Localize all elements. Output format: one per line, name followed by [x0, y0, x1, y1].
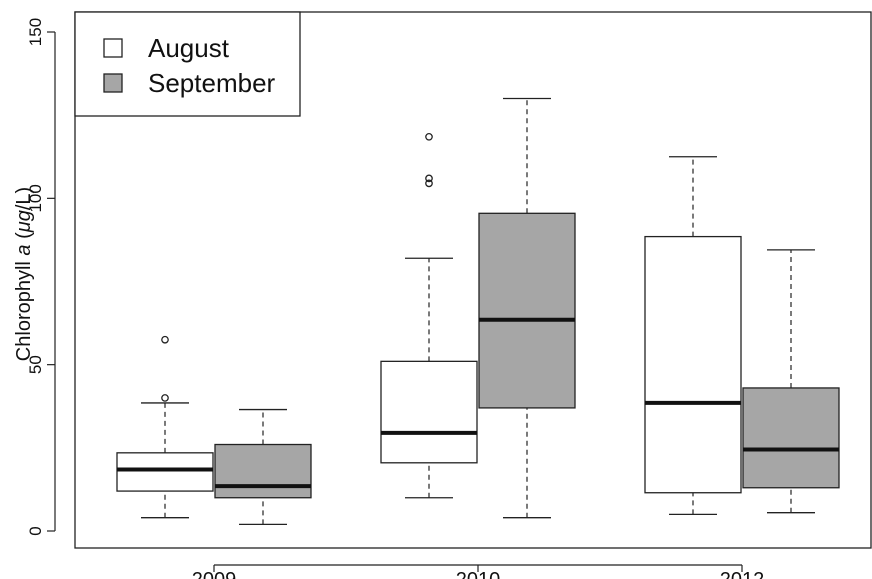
box-august-2012: [644, 235, 742, 494]
legend-swatch-august: [103, 38, 123, 58]
box-august-2009: [116, 452, 214, 492]
axis-layer: 0 50 100 150 2009 2010 2012: [26, 18, 764, 579]
legend-label-august: August: [148, 33, 230, 63]
box-group-september-2010: [478, 97, 576, 519]
box-september-2009: [214, 443, 312, 499]
box-group-september-2012: [742, 249, 840, 514]
outlier-august-2010-1: [425, 174, 433, 183]
y-axis-title-unit-rest: /L): [13, 187, 35, 210]
box-group-august-2012: [644, 156, 742, 516]
box-september-2012: [742, 387, 840, 489]
y-axis-title: Chlorophyll a (μg/L): [13, 187, 35, 361]
y-axis-title-italic-a: a: [13, 244, 35, 255]
box-august-2010: [380, 360, 478, 464]
y-tick-label-50: 50: [26, 355, 45, 374]
box-group-september-2009: [214, 408, 312, 525]
y-axis-title-unit-open: (: [13, 232, 35, 245]
x-tick-label-2010: 2010: [456, 569, 501, 579]
x-tick-label-2009: 2009: [192, 569, 237, 579]
x-tick-label-2012: 2012: [720, 569, 765, 579]
y-tick-label-150: 150: [26, 18, 45, 46]
box-group-august-2009: [116, 335, 214, 519]
y-tick-label-100: 100: [26, 184, 45, 212]
legend-box: [74, 11, 301, 117]
y-axis-title-unit-italic: μg: [13, 210, 35, 233]
outlier-august-2009-1: [161, 335, 169, 344]
y-axis-title-prefix: Chlorophyll: [13, 256, 35, 362]
box-september-2010: [478, 212, 576, 409]
outlier-august-2010-2: [425, 132, 433, 141]
legend-label-september: September: [148, 68, 276, 98]
y-tick-label-0: 0: [26, 526, 45, 535]
outlier-august-2010-0: [425, 179, 433, 188]
box-group-august-2010: [380, 132, 478, 499]
legend-swatch-september: [103, 73, 123, 93]
legend: August September: [74, 11, 301, 117]
outlier-august-2009-0: [161, 394, 169, 402]
plot-layer: [116, 97, 840, 525]
plot-frame: [74, 11, 872, 549]
